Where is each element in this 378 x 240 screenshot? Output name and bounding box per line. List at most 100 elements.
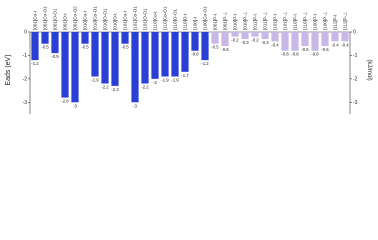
category-label: [111]P-t bbox=[333, 14, 338, 30]
bar bbox=[151, 32, 159, 79]
y-tick-label: 0 bbox=[24, 30, 27, 36]
category-label: [110]Co-t bbox=[153, 11, 158, 30]
bar bbox=[51, 32, 59, 54]
category-label: [001]P-t bbox=[213, 13, 218, 30]
value-label: -0.5 bbox=[121, 45, 129, 50]
category-label: [001]O-O1 bbox=[53, 8, 58, 30]
value-label: -0.9 bbox=[51, 54, 59, 59]
value-label: -2 bbox=[153, 80, 157, 85]
bar bbox=[231, 32, 239, 37]
value-label: -0.6 bbox=[301, 47, 309, 52]
chart: Eads (eV) (kJ/mol) -3 -2 -1 0 -3 -2 -1 0 [001]Co… bbox=[5, 6, 372, 114]
bar bbox=[81, 32, 89, 44]
y2-tick-label: -3 bbox=[353, 100, 358, 106]
value-label: -0.2 bbox=[251, 38, 259, 43]
value-label: -0.6 bbox=[221, 47, 229, 52]
bar bbox=[291, 32, 299, 51]
category-label: [100]Co-O1 bbox=[203, 6, 208, 30]
category-label: [110]O-t bbox=[183, 13, 188, 30]
value-label: -0.3 bbox=[261, 40, 269, 45]
y2-tick-label: -2 bbox=[353, 77, 358, 83]
category-label: [111]P-⊥ bbox=[343, 12, 348, 30]
value-label: -0.6 bbox=[321, 47, 329, 52]
y2-tick-label: -1 bbox=[353, 53, 358, 59]
value-label: -1.7 bbox=[181, 73, 189, 78]
bar bbox=[91, 32, 99, 77]
category-label: [110]O-O1 bbox=[173, 8, 178, 30]
value-label: -2.2 bbox=[101, 85, 109, 90]
category-label: [100]P-⊥ bbox=[323, 11, 328, 30]
y-tick-label: -3 bbox=[23, 100, 28, 106]
category-label: [110]P-t bbox=[293, 14, 298, 30]
category-label: [001]Co-t bbox=[33, 10, 38, 30]
category-label: [010]P-⊥ bbox=[243, 11, 248, 30]
category-label: [101]P-⊥ bbox=[283, 11, 288, 30]
value-label: -0.8 bbox=[191, 52, 199, 57]
bar bbox=[331, 32, 339, 42]
bar bbox=[171, 32, 179, 77]
bar bbox=[241, 32, 249, 40]
bar bbox=[261, 32, 269, 40]
value-label: -0.8 bbox=[281, 52, 289, 57]
value-label: -0.4 bbox=[341, 42, 349, 47]
value-label: -0.3 bbox=[241, 40, 249, 45]
bar bbox=[121, 32, 129, 44]
value-label: -1.9 bbox=[91, 78, 99, 83]
category-label: [110]Co-O1 bbox=[163, 6, 168, 30]
bar bbox=[61, 32, 69, 98]
value-label: -0.5 bbox=[211, 45, 219, 50]
bar bbox=[321, 32, 329, 47]
value-label: -1.2 bbox=[201, 61, 209, 66]
value-label: -2.2 bbox=[141, 85, 149, 90]
y-tick-label: -1 bbox=[23, 53, 28, 59]
bar bbox=[341, 32, 349, 42]
category-label: [011]P-t bbox=[253, 14, 258, 30]
bar bbox=[141, 32, 149, 84]
bar bbox=[311, 32, 319, 51]
category-label: [001]O-t bbox=[63, 13, 68, 30]
value-label: -2.3 bbox=[111, 87, 119, 92]
y2-tick-label: 0 bbox=[353, 30, 356, 36]
y2-axis-label: (kJ/mol) bbox=[366, 59, 372, 80]
bar bbox=[301, 32, 309, 47]
category-label: [010]Co-O1 bbox=[93, 6, 98, 30]
category-label: [001]Co-O2 bbox=[73, 6, 78, 30]
category-label: [101]Co-O1 bbox=[133, 6, 138, 30]
category-label: [110]P-⊥ bbox=[303, 12, 308, 30]
value-label: -0.4 bbox=[331, 42, 339, 47]
bar bbox=[221, 32, 229, 47]
y-axis-label: Eads (eV) bbox=[5, 54, 12, 85]
value-label: -0.8 bbox=[311, 52, 319, 57]
category-label: [101]Co-t bbox=[123, 10, 128, 30]
category-label: [001]Co-O1 bbox=[43, 6, 48, 30]
value-label: -1.9 bbox=[171, 78, 179, 83]
category-label: [010]P-t bbox=[233, 13, 238, 30]
value-label: -0.2 bbox=[231, 38, 239, 43]
bar bbox=[131, 32, 139, 103]
bar bbox=[101, 32, 109, 84]
value-label: -1.2 bbox=[31, 61, 39, 66]
category-label: [001]P-⊥ bbox=[223, 11, 228, 30]
category-label: [010]O-t bbox=[113, 13, 118, 30]
bar bbox=[271, 32, 279, 42]
category-label: [101]P-t bbox=[273, 13, 278, 30]
bar bbox=[251, 32, 259, 37]
bar bbox=[181, 32, 189, 72]
category-label: [011]P-⊥ bbox=[263, 12, 268, 30]
y-tick-label: -2 bbox=[23, 77, 28, 83]
bar bbox=[161, 32, 169, 77]
bar bbox=[71, 32, 79, 103]
category-label: [101]O-O1 bbox=[143, 8, 148, 30]
category-label: [100]-t bbox=[193, 16, 198, 30]
category-label: [010]Co-t bbox=[83, 10, 88, 30]
category-label: [100]P-t bbox=[313, 13, 318, 30]
value-label: -0.4 bbox=[271, 42, 279, 47]
bar bbox=[211, 32, 219, 44]
bar bbox=[31, 32, 39, 61]
bar bbox=[191, 32, 199, 51]
bar bbox=[111, 32, 119, 86]
value-label: -1.9 bbox=[161, 78, 169, 83]
bar bbox=[201, 32, 209, 61]
category-label: [010]O-O1 bbox=[103, 8, 108, 30]
value-label: -2.8 bbox=[61, 99, 69, 104]
